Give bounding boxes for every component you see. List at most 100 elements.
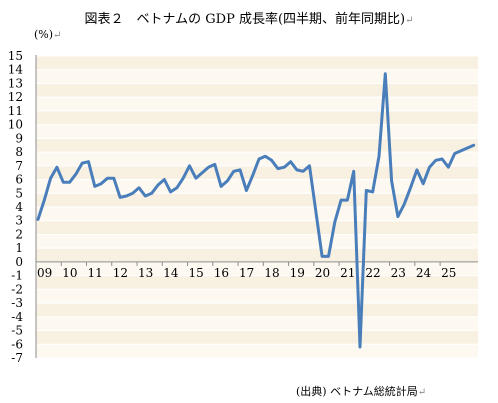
data-point [340, 199, 342, 201]
data-point [302, 170, 305, 173]
data-point [201, 171, 203, 174]
plot-band [36, 330, 478, 345]
x-tick-labels: 09 10 11 12 13 14 15 16 17 18 19 20 21 22 23 24 25 [37, 266, 456, 280]
plot-band [36, 275, 478, 290]
data-point [283, 166, 286, 168]
data-point [100, 182, 102, 185]
y-tick-label: 12 [8, 90, 23, 104]
data-point [195, 177, 197, 179]
data-point [258, 158, 260, 160]
data-point [43, 199, 46, 201]
data-point [346, 199, 349, 201]
data-point [416, 169, 418, 171]
y-tick-label: 14 [8, 63, 24, 77]
plot-band [36, 97, 478, 111]
data-point [359, 346, 361, 348]
y-tick-label: 6 [15, 173, 23, 187]
data-point [56, 166, 58, 168]
data-point [220, 185, 222, 188]
x-tick-label: 12 [113, 266, 128, 280]
y-tick-label: -1 [11, 269, 23, 283]
data-point [466, 147, 469, 149]
plot-band [36, 261, 478, 276]
plot-band [36, 234, 478, 249]
chart-title-text: 図表２ ベトナムの GDP 成長率(四半期、前年同期比) [84, 12, 406, 27]
plot-band [36, 303, 478, 317]
data-point [169, 191, 172, 193]
data-point [352, 170, 355, 173]
data-point [422, 182, 424, 185]
data-point [68, 181, 71, 184]
data-point [245, 189, 248, 192]
y-tick-label: -2 [11, 282, 23, 296]
data-point [138, 186, 140, 189]
data-point [163, 178, 166, 181]
data-point [472, 144, 475, 147]
data-point [226, 180, 229, 182]
source-note: (出典) ベトナム総統計局↵ [296, 383, 426, 399]
x-tick-label: 25 [441, 266, 456, 280]
y-tick-label: 0 [15, 255, 23, 269]
x-tick-label: 15 [189, 266, 204, 280]
gdp-growth-line [36, 72, 476, 349]
data-point [182, 177, 185, 179]
return-mark: ↵ [53, 30, 62, 41]
plot-band [36, 69, 478, 84]
data-point [49, 177, 52, 179]
data-point [371, 191, 374, 193]
data-point [365, 189, 368, 192]
x-tick-label: 14 [163, 266, 179, 280]
data-point [188, 165, 191, 167]
y-axis-unit-text: (%) [34, 28, 54, 41]
plot-band [36, 344, 478, 358]
y-tick-label: 10 [8, 118, 23, 132]
plot-band [36, 289, 478, 304]
data-point [119, 196, 121, 199]
y-tick-label: 1 [15, 241, 23, 255]
data-point [453, 152, 456, 155]
y-tick-label: -7 [11, 351, 23, 365]
x-tick-label: 13 [138, 266, 153, 280]
data-point [157, 184, 159, 186]
y-tick-label: 7 [15, 159, 23, 173]
y-tick-label: -4 [11, 310, 23, 324]
source-text: (出典) ベトナム総統計局 [296, 385, 418, 398]
data-point [315, 210, 317, 212]
x-tick-label: 22 [365, 266, 380, 280]
data-point [176, 186, 178, 189]
data-point [94, 185, 96, 188]
data-point [232, 170, 235, 173]
data-point [397, 215, 399, 218]
plot-band [36, 152, 478, 166]
data-point [144, 195, 147, 197]
data-point [150, 192, 153, 195]
x-tick-label: 09 [37, 266, 52, 280]
x-tick-label: 21 [340, 266, 355, 280]
plot-band [36, 165, 478, 180]
y-tick-label: -5 [11, 324, 23, 338]
y-tick-label: 4 [15, 200, 23, 214]
data-point [409, 186, 412, 189]
plot-band [36, 83, 478, 98]
chart-title: 図表２ ベトナムの GDP 成長率(四半期、前年同期比)↵ [0, 8, 498, 27]
y-tick-label: 5 [15, 186, 23, 200]
data-point [264, 155, 267, 158]
data-point [214, 163, 216, 166]
data-point [428, 166, 431, 168]
y-tick-label: -3 [11, 296, 23, 310]
y-tick-label: 13 [8, 76, 23, 90]
y-tick-label: 2 [15, 227, 23, 241]
plot-band [36, 193, 478, 207]
data-point [308, 165, 311, 167]
plot-band [36, 207, 478, 221]
x-tick-label: 20 [315, 266, 330, 280]
plot-band [36, 220, 478, 235]
data-point [125, 195, 128, 197]
y-tick-label: -6 [11, 337, 23, 351]
plot-band [36, 316, 478, 331]
data-point [75, 173, 77, 175]
x-tick-label: 24 [416, 266, 432, 280]
plot-band [36, 124, 478, 139]
